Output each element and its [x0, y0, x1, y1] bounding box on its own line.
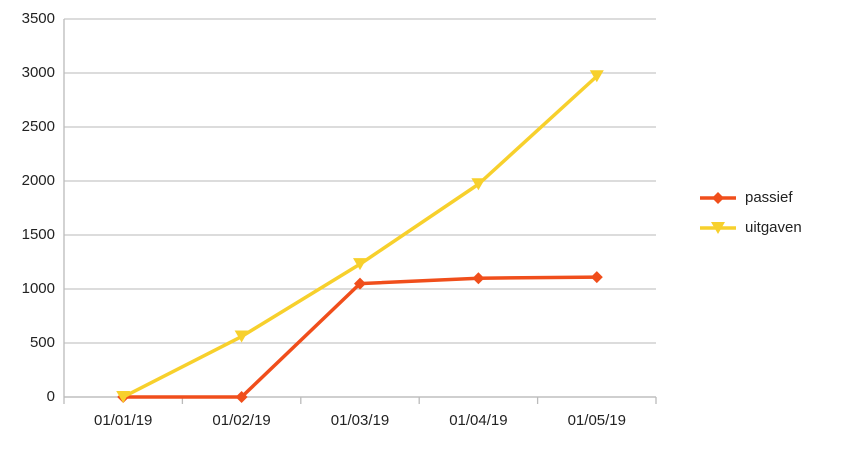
data-point	[354, 277, 366, 290]
x-tick-label: 01/04/19	[449, 412, 507, 429]
legend-marker	[711, 222, 725, 234]
data-point	[471, 178, 486, 191]
y-tick-label: 500	[30, 334, 55, 351]
legend-label: passief	[745, 189, 793, 206]
y-tick-label: 0	[47, 388, 55, 405]
data-point	[235, 391, 248, 403]
data-point	[589, 70, 604, 83]
y-tick-label: 3500	[22, 10, 55, 27]
legend-label: uitgaven	[745, 219, 802, 236]
data-point	[116, 391, 131, 403]
x-tick-label: 01/01/19	[94, 412, 152, 429]
y-tick-label: 3000	[22, 64, 55, 81]
x-tick-label: 01/02/19	[212, 412, 270, 429]
data-point	[234, 330, 249, 343]
data-point	[590, 271, 603, 284]
legend-marker	[712, 192, 724, 204]
y-tick-label: 2500	[22, 118, 55, 135]
y-tick-label: 2000	[22, 172, 55, 189]
x-tick-label: 01/05/19	[568, 412, 626, 429]
data-point	[472, 272, 485, 285]
series-line	[123, 275, 597, 399]
x-tick-label: 01/03/19	[331, 412, 389, 429]
y-tick-label: 1000	[22, 280, 55, 297]
series-line	[122, 74, 598, 399]
y-tick-label: 1500	[22, 226, 55, 243]
data-point	[353, 258, 367, 271]
